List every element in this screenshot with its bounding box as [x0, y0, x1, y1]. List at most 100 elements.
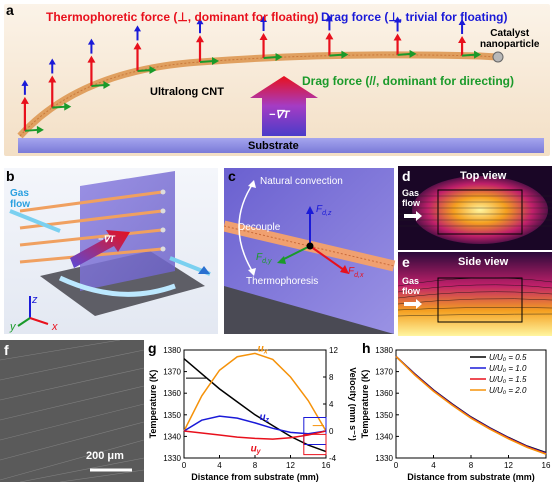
force-z-sub: d,z — [322, 210, 332, 217]
top-view-label: Top view — [460, 170, 507, 182]
thermophoretic-arrowhead — [259, 33, 268, 41]
g-x-tick-label: 8 — [253, 461, 258, 470]
thermophoresis-label: Thermophoresis — [246, 276, 319, 287]
h-series-line-3 — [395, 355, 547, 455]
panel-b-letter: b — [6, 168, 15, 184]
force-x-main: F — [348, 266, 355, 277]
panel-e-flowfield — [397, 252, 553, 336]
panel-g-letter: g — [148, 340, 157, 356]
catalyst-label: Catalyst nanoparticle — [480, 28, 540, 50]
g-y-right-tick-label: 4 — [329, 400, 334, 409]
panel-b-illustration — [4, 168, 218, 334]
panel-a: a Thermophoretic force (⊥, dominant for … — [0, 0, 554, 160]
axis-z-label: z — [32, 294, 38, 306]
decouple-arrow-bottom — [248, 268, 256, 276]
panel-c-letter: c — [228, 168, 236, 184]
drag-par-arrowhead — [474, 50, 482, 59]
thermophoretic-arrowhead — [133, 42, 142, 50]
drag-perp-arrowhead — [21, 79, 29, 86]
h-y-tick-label: 1360 — [375, 389, 393, 398]
force-y-label: Fd,y — [256, 252, 271, 265]
axis-x-label: x — [52, 321, 58, 333]
drag-perp-arrowhead — [325, 15, 333, 22]
g-y-right-tick-label: 12 — [329, 346, 338, 355]
drag-perp-arrowhead — [87, 38, 95, 45]
force-x-arrow — [309, 245, 345, 271]
panel-g-chart: 0 4 8 12 16 1330 1340 1350 1360 1370 1380 -4 0 4 8 12 Di… — [148, 343, 358, 482]
gradient-arrow-b — [70, 230, 130, 268]
force-origin — [306, 242, 314, 250]
decouple-arc — [238, 181, 255, 275]
h-y-tick-label: 1370 — [375, 368, 393, 377]
panel-f-letter: f — [4, 342, 9, 358]
drag-par-arrowhead — [212, 57, 219, 65]
cnt-label: Ultralong CNT — [150, 86, 224, 98]
drag-perp-arrowhead — [196, 18, 204, 25]
g-y-left-tick-label: 1350 — [163, 411, 181, 420]
panel-c: c Natural convection Decouple Thermophor… — [222, 166, 396, 336]
h-x-tick-label: 4 — [431, 461, 436, 470]
thermophoretic-force-label: Thermophoretic force (⊥, dominant for fl… — [46, 10, 319, 24]
force-x-label: Fd,x — [348, 266, 363, 279]
g-y-right-tick-label: 8 — [329, 373, 334, 382]
gas-flow-label-b: Gas flow — [10, 188, 30, 210]
axis-triad — [17, 296, 49, 327]
panel-h: 0 4 8 12 16 1330 1340 1350 1360 1370 1380 Distance … — [358, 340, 554, 485]
drag-par-arrowhead — [149, 66, 157, 75]
panel-d-flowfield — [398, 166, 552, 250]
g-zoom-box-red — [303, 433, 327, 456]
gradient-label-a: −∇T — [269, 109, 290, 121]
substrate-slab — [18, 138, 544, 153]
force-y-head — [277, 256, 286, 264]
panel-d-streamlines — [398, 195, 552, 227]
substrate-label: Substrate — [248, 140, 299, 152]
temperature-gradient-arrow — [250, 76, 318, 136]
force-y-main: F — [256, 252, 263, 263]
g-y-left-axis-label: Temperature (K) — [148, 370, 158, 439]
panel-e-streamlines — [397, 277, 553, 317]
h-x-tick-label: 8 — [469, 461, 474, 470]
g-y-left-tick-label: 1370 — [163, 368, 181, 377]
scale-bar-label: 200 μm — [86, 450, 124, 462]
g-series-line-0 — [183, 358, 327, 453]
force-x-head — [340, 265, 349, 274]
panel-e-letter: e — [402, 254, 410, 270]
drag-par-arrowhead — [36, 125, 44, 134]
drag-perp-arrowhead — [260, 16, 268, 23]
drag-force-perpendicular-label: Drag force (⊥, trivial for floating) — [321, 10, 508, 24]
drag-par-arrow — [24, 128, 39, 132]
decouple-arrow-top — [248, 180, 256, 188]
h-legend-label-3: U/U₀ = 2.0 — [489, 386, 527, 395]
side-view-label: Side view — [458, 256, 509, 268]
force-y-sub: d,y — [262, 258, 272, 265]
panel-h-chart: 0 4 8 12 16 1330 1340 1350 1360 1370 1380 Distance … — [360, 346, 551, 482]
panel-d-box — [437, 189, 523, 235]
drag-par-arrowhead — [103, 81, 111, 90]
h-y-tick-label: 1380 — [375, 346, 393, 355]
streamline — [58, 275, 176, 297]
g-uy-label: uy — [251, 443, 262, 455]
g-y-left-tick-label: 1380 — [163, 346, 181, 355]
h-legend-label-2: U/U₀ = 1.5 — [489, 375, 527, 384]
sem-background — [0, 340, 144, 482]
g-x-tick-label: 12 — [286, 461, 295, 470]
g-x-axis-label: Distance from substrate (mm) — [191, 472, 319, 482]
drag-par-arrow — [263, 56, 278, 60]
g-y-left-tick-label: 1330 — [163, 454, 181, 463]
panel-b: b Gas flow −∇T z y x — [0, 166, 222, 336]
force-x-sub: d,x — [354, 272, 364, 279]
gas-flow-arrow-b — [9, 209, 61, 233]
sem-streaks — [0, 339, 145, 483]
panel-a-letter: a — [6, 2, 14, 18]
panel-f: f 200 μm — [0, 339, 145, 483]
g-y-right-tick-label: -4 — [329, 454, 337, 463]
h-y-tick-label: 1350 — [375, 411, 393, 420]
g-x-tick-label: 0 — [182, 461, 187, 470]
gas-flow-head — [198, 266, 210, 274]
drag-par-arrow — [52, 105, 67, 109]
g-zoom-box — [303, 417, 327, 445]
h-x-tick-label: 0 — [394, 461, 399, 470]
panel-e: e Side view Gas flow — [397, 252, 553, 336]
force-y-arrow — [281, 245, 311, 261]
gas-flow-arrow-d — [404, 211, 422, 221]
